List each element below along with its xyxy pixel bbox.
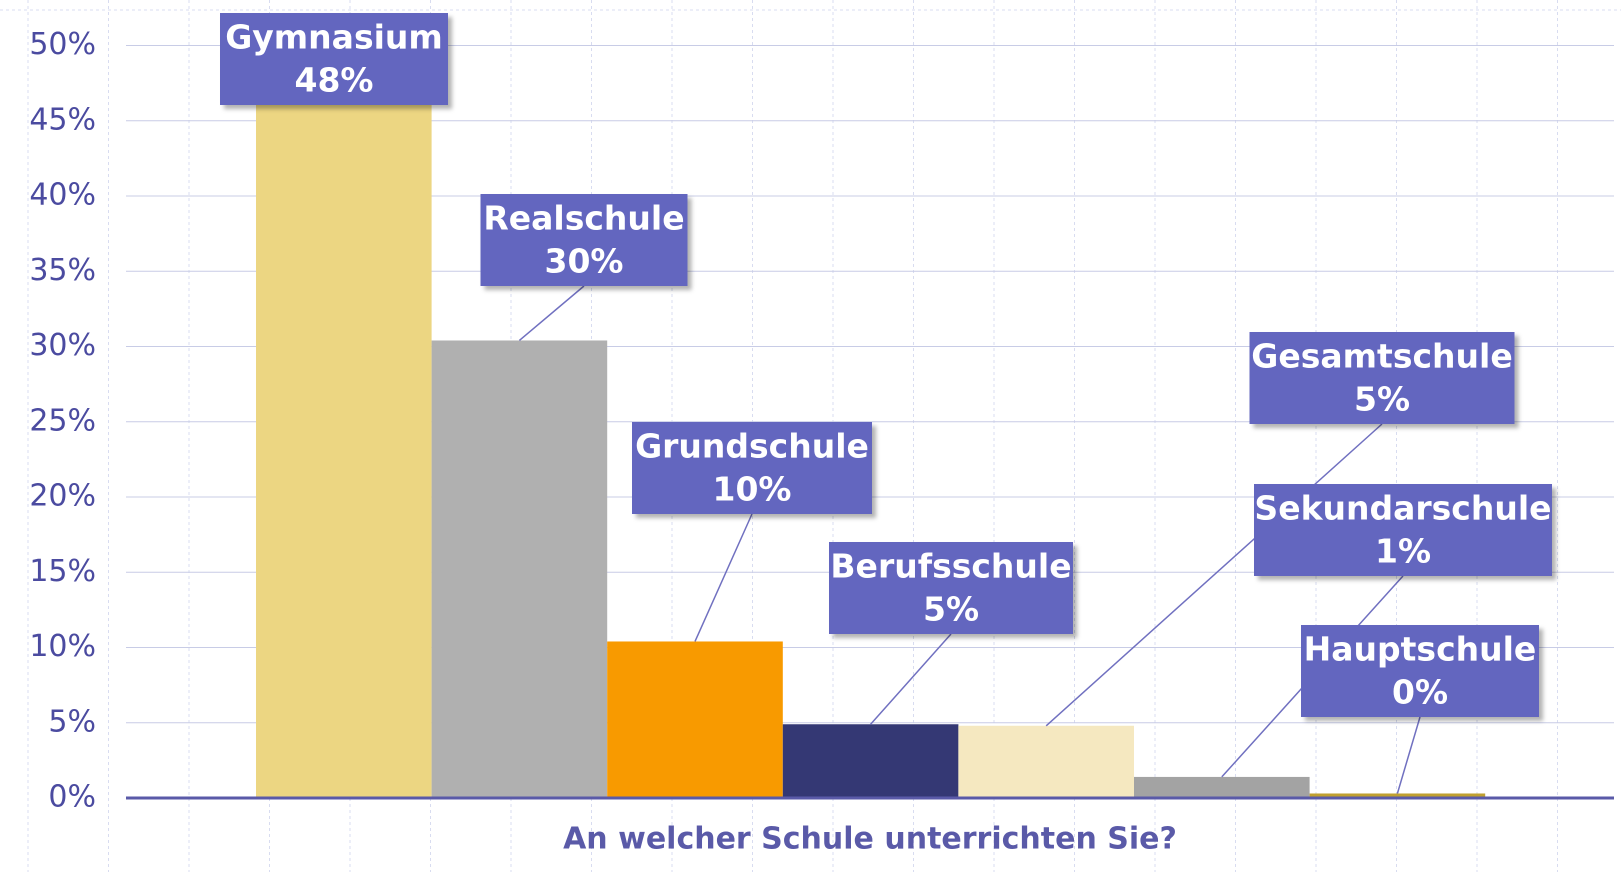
y-tick-label: 35%	[29, 253, 96, 288]
value-label: 48%	[295, 61, 374, 100]
category-label: Sekundarschule	[1254, 489, 1551, 528]
y-tick-label: 40%	[29, 178, 96, 213]
category-label: Gymnasium	[225, 18, 443, 57]
leader-line	[1396, 716, 1421, 794]
leader-line	[694, 513, 753, 642]
bar	[431, 340, 608, 798]
category-label: Grundschule	[635, 427, 869, 466]
label-box	[480, 194, 688, 286]
y-tick-label: 0%	[48, 780, 96, 815]
label-box	[1254, 484, 1552, 576]
value-label: 5%	[923, 590, 979, 629]
x-axis-title: An welcher Schule unterrichten Sie?	[563, 822, 1177, 857]
label-box	[632, 422, 872, 514]
leader-line	[870, 633, 952, 725]
category-label: Berufsschule	[830, 547, 1071, 586]
y-tick-label: 25%	[29, 403, 96, 438]
bar	[256, 75, 432, 799]
value-label: 5%	[1354, 380, 1410, 419]
bar	[607, 641, 783, 798]
bar	[782, 724, 959, 798]
label-box	[1249, 332, 1515, 424]
y-tick-label: 5%	[48, 704, 96, 739]
value-label: 1%	[1375, 532, 1431, 571]
bar	[1134, 776, 1310, 798]
category-label: Realschule	[483, 199, 684, 238]
leader-line	[518, 285, 585, 342]
label-box	[829, 542, 1073, 634]
y-tick-label: 10%	[29, 629, 96, 664]
y-tick-label: 50%	[29, 27, 96, 62]
y-tick-label: 20%	[29, 479, 96, 514]
y-tick-label: 45%	[29, 102, 96, 137]
label-box	[220, 13, 448, 105]
leader-line	[1045, 423, 1383, 727]
y-tick-label: 15%	[29, 554, 96, 589]
category-label: Gesamtschule	[1251, 337, 1512, 376]
value-label: 30%	[545, 242, 624, 281]
y-tick-label: 30%	[29, 328, 96, 363]
category-label: Hauptschule	[1304, 630, 1537, 669]
bar	[958, 725, 1134, 798]
bar	[1309, 793, 1486, 798]
value-label: 0%	[1392, 673, 1448, 712]
label-box	[1301, 625, 1539, 717]
value-label: 10%	[713, 470, 792, 509]
